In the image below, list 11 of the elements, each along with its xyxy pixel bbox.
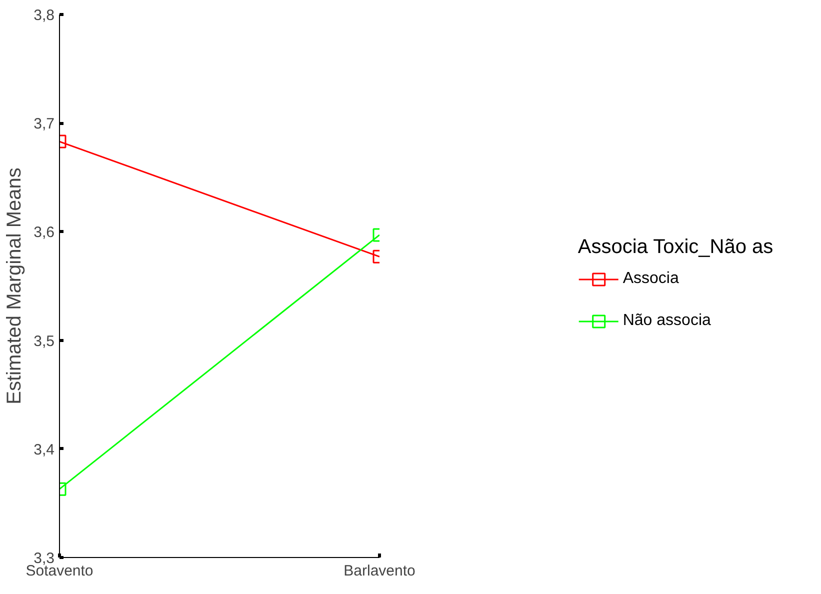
y-tick-label: 3,8 [34, 7, 55, 24]
y-tick-label: 3,5 [34, 332, 55, 350]
x-tick-label: Barlavento [344, 562, 416, 580]
y-tick-label: 3,3 [34, 550, 55, 567]
y-tick-label: 3,4 [34, 441, 55, 458]
legend-title: Associa Toxic_Não as [578, 236, 774, 258]
legend-label: Associa [622, 270, 679, 288]
y-tick-label: 3,6 [34, 224, 55, 242]
legend-label: Não associa [622, 312, 711, 330]
y-tick-label: 3,7 [34, 116, 55, 133]
y-axis-title: Estimated Marginal Means [4, 168, 26, 404]
